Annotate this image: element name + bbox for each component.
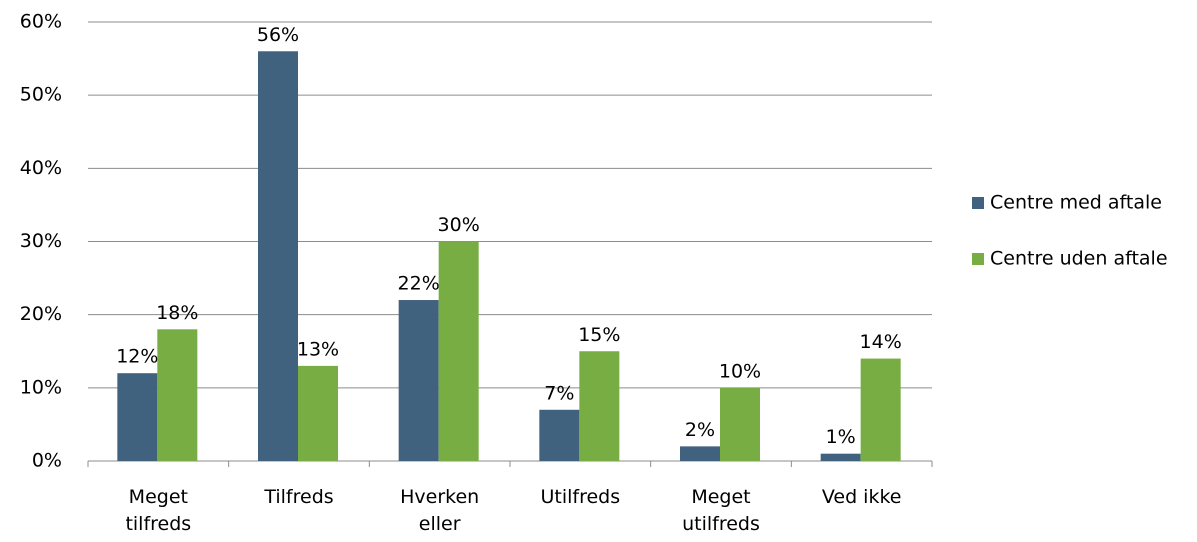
data-label: 10% — [719, 360, 761, 382]
bar — [157, 329, 198, 461]
bar — [398, 300, 439, 461]
data-label: 13% — [297, 338, 339, 360]
y-tick-label: 20% — [20, 303, 62, 325]
data-label: 15% — [578, 324, 620, 346]
legend-label: Centre uden aftale — [990, 248, 1168, 270]
data-label: 30% — [438, 214, 480, 236]
data-label: 1% — [826, 426, 856, 448]
x-tick-label: Utilfreds — [541, 486, 621, 508]
data-label: 14% — [860, 331, 902, 353]
legend-label: Centre med aftale — [990, 192, 1162, 214]
data-label: 56% — [257, 24, 299, 46]
bar — [438, 241, 479, 461]
y-tick-label: 60% — [20, 11, 62, 33]
y-tick-label: 40% — [20, 157, 62, 179]
x-tick-label: Meget utilfreds — [682, 486, 760, 535]
bar — [539, 409, 580, 461]
y-tick-label: 50% — [20, 84, 62, 106]
bar — [820, 453, 861, 461]
data-label: 2% — [685, 419, 715, 441]
y-tick-label: 0% — [32, 450, 62, 472]
bar — [298, 365, 338, 461]
bar — [117, 373, 158, 461]
data-label: 22% — [398, 273, 440, 295]
y-tick-label: 30% — [20, 230, 62, 252]
bar — [579, 351, 620, 461]
bar — [860, 358, 901, 461]
y-tick-label: 10% — [20, 376, 62, 398]
data-label: 18% — [156, 302, 198, 324]
x-tick-label: Meget tilfreds — [125, 486, 191, 535]
legend-swatch — [972, 253, 984, 265]
bar — [258, 51, 298, 462]
legend-swatch — [972, 197, 984, 209]
bar — [720, 387, 760, 461]
x-tick-label: Ved ikke — [822, 486, 902, 508]
x-tick-label: Tilfreds — [263, 486, 333, 508]
x-tick-label: Hverken eller — [400, 486, 479, 535]
data-label: 7% — [544, 382, 574, 404]
bar — [680, 446, 720, 461]
data-label: 12% — [116, 346, 158, 368]
